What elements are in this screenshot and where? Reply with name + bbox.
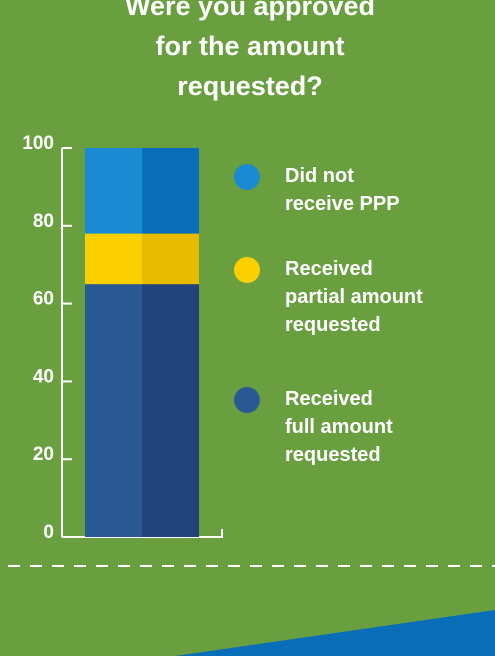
text-line: Did not: [285, 165, 354, 187]
legend-swatch: [234, 387, 260, 413]
bar-segment: [85, 233, 199, 285]
text-line: full amount: [285, 416, 393, 438]
bar-half: [142, 148, 199, 234]
legend-swatch: [234, 257, 260, 283]
y-tick-label: 20: [33, 444, 54, 465]
legend-swatch: [234, 164, 260, 190]
text-line: partial amount: [285, 286, 423, 308]
text-line: Were you approved: [125, 0, 375, 21]
bar-segment: [85, 284, 199, 537]
text-line: Received: [285, 388, 373, 410]
y-tick-label: 40: [33, 366, 54, 387]
text-line: Received: [285, 258, 373, 280]
y-tick-label: 80: [33, 211, 54, 232]
text-line: receive PPP: [285, 193, 400, 215]
bar-segment: [85, 148, 199, 234]
text-line: requested?: [177, 71, 323, 101]
text-line: requested: [285, 444, 381, 466]
chart-title: Were you approved for the amount requested…: [125, 0, 375, 101]
y-tick-label: 100: [22, 133, 54, 154]
text-line: requested: [285, 314, 381, 336]
corner-shape: [175, 610, 495, 656]
legend-label: Received partial amount requested: [285, 258, 423, 336]
legend-label: Received full amount requested: [285, 388, 393, 466]
y-tick-label: 0: [43, 522, 54, 543]
bar-half: [85, 148, 142, 234]
text-line: for the amount: [156, 31, 345, 61]
bar-half: [142, 233, 199, 285]
bar-half: [85, 284, 142, 537]
bar-half: [85, 233, 142, 285]
bar-half: [142, 284, 199, 537]
y-tick-label: 60: [33, 289, 54, 310]
legend-label: Did not receive PPP: [285, 165, 400, 215]
